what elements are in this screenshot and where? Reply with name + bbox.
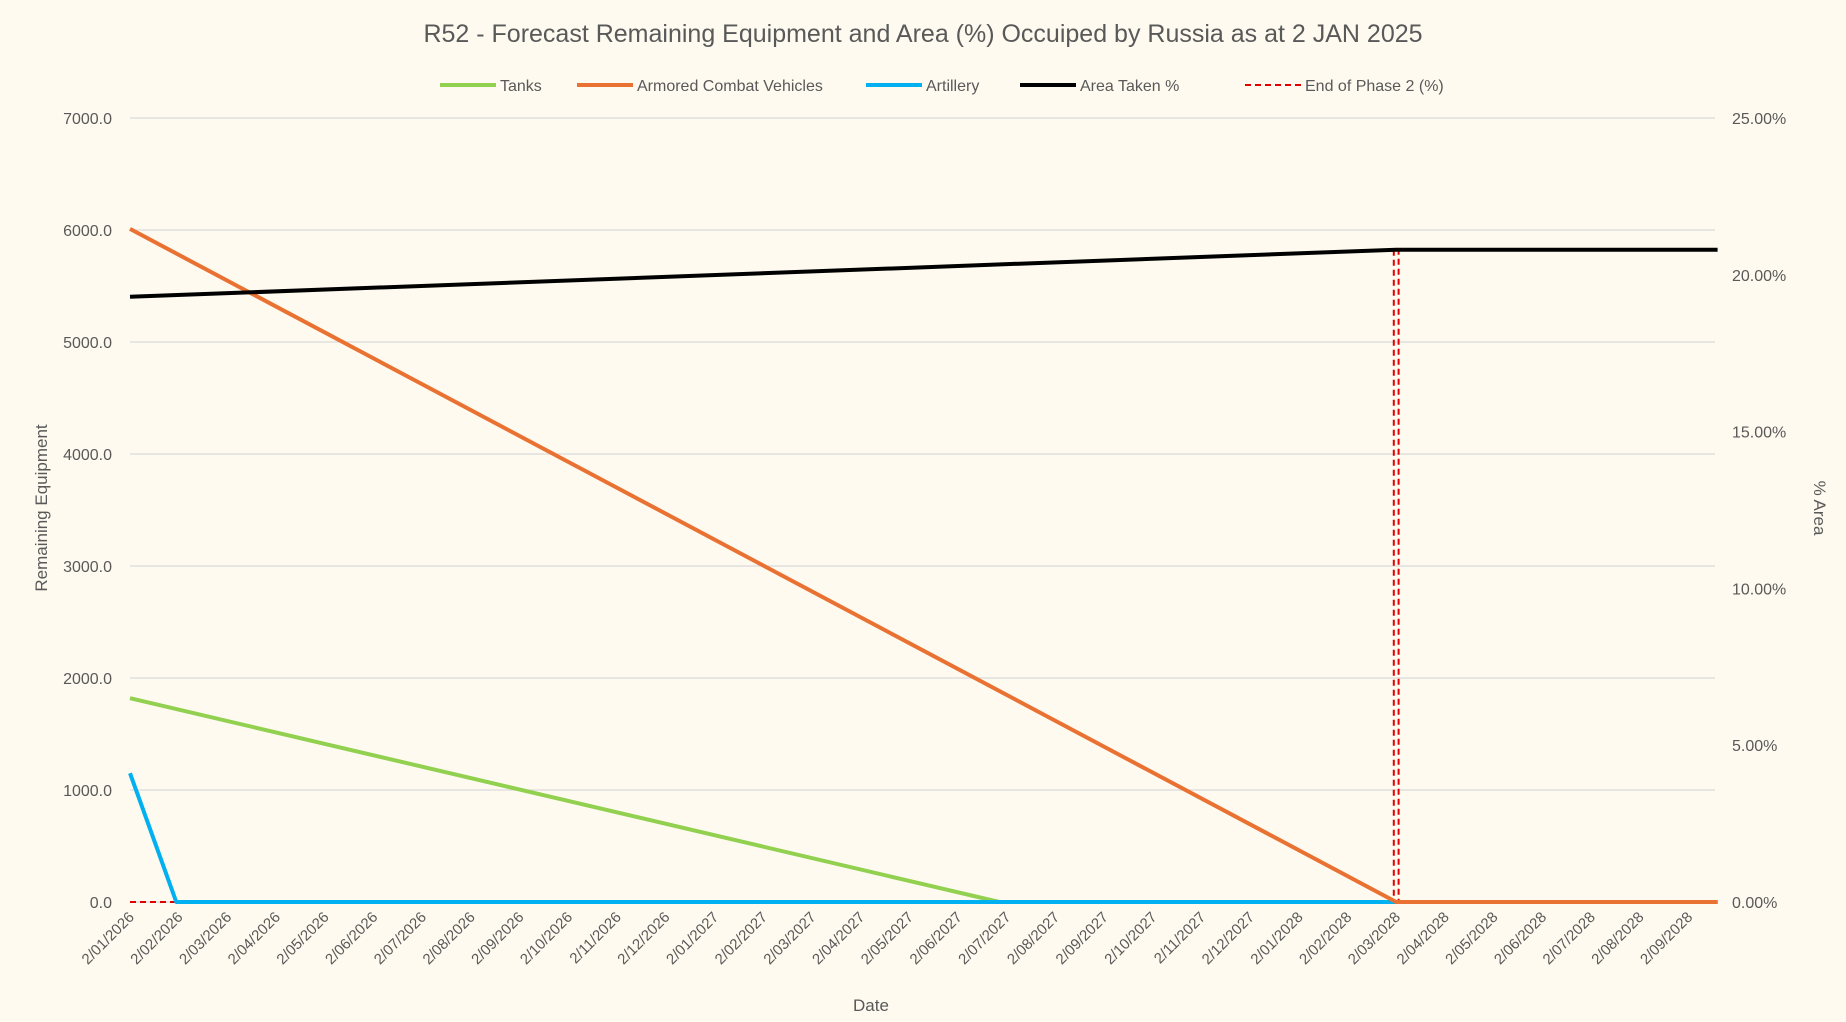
y-tick-label: 7000.0 bbox=[63, 111, 112, 128]
x-tick-label: 2/06/2028 bbox=[1491, 909, 1550, 968]
x-tick-label: 2/10/2027 bbox=[1101, 909, 1160, 968]
y-axis-title: Remaining Equipment bbox=[32, 424, 51, 592]
y-tick-label: 2000.0 bbox=[63, 671, 112, 688]
y-tick-label: 1000.0 bbox=[63, 783, 112, 800]
x-tick-label: 2/07/2028 bbox=[1540, 909, 1599, 968]
x-tick-label: 2/08/2026 bbox=[420, 909, 479, 968]
legend-label: Area Taken % bbox=[1080, 78, 1179, 95]
x-tick-label: 2/01/2027 bbox=[663, 909, 722, 968]
legend-label: End of Phase 2 (%) bbox=[1305, 78, 1444, 95]
y2-tick-label: 10.00% bbox=[1732, 581, 1786, 598]
y-tick-label: 6000.0 bbox=[63, 223, 112, 240]
x-tick-label: 2/10/2026 bbox=[517, 909, 576, 968]
x-tick-label: 2/12/2026 bbox=[614, 909, 673, 968]
y-axis-ticks: 0.0 1000.0 2000.0 3000.0 4000.0 5000.0 6000.0 7… bbox=[63, 111, 112, 912]
y-tick-label: 3000.0 bbox=[63, 559, 112, 576]
x-tick-label: 2/01/2028 bbox=[1247, 909, 1306, 968]
x-tick-label: 2/06/2026 bbox=[322, 909, 381, 968]
y2-tick-label: 5.00% bbox=[1732, 738, 1777, 755]
x-tick-label: 2/06/2027 bbox=[907, 909, 966, 968]
x-tick-label: 2/02/2026 bbox=[127, 909, 186, 968]
series-line-tanks bbox=[129, 696, 1718, 904]
series-line-area-taken bbox=[129, 247, 1718, 299]
y2-axis-title: % Area bbox=[1810, 481, 1829, 536]
x-tick-label: 2/08/2028 bbox=[1588, 909, 1647, 968]
x-tick-label: 2/03/2026 bbox=[176, 909, 235, 968]
x-axis-title: Date bbox=[853, 996, 889, 1015]
x-axis-ticks: 2/01/20262/02/20262/03/20262/04/20262/05… bbox=[79, 909, 1697, 968]
x-tick-label: 2/09/2028 bbox=[1637, 909, 1696, 968]
y2-tick-label: 25.00% bbox=[1732, 111, 1786, 128]
x-tick-label: 2/12/2027 bbox=[1199, 909, 1258, 968]
y2-tick-label: 20.00% bbox=[1732, 268, 1786, 285]
series-lines bbox=[128, 227, 1718, 904]
legend: Tanks Armored Combat Vehicles Artillery Are… bbox=[440, 78, 1444, 95]
y2-axis-ticks: 0.00% 5.00% 10.00% 15.00% 20.00% 25.00% bbox=[1732, 111, 1786, 912]
y2-tick-label: 15.00% bbox=[1732, 425, 1786, 442]
y-tick-label: 4000.0 bbox=[63, 447, 112, 464]
series-line-armored-combat-vehicles bbox=[129, 227, 1718, 904]
x-tick-label: 2/09/2026 bbox=[468, 909, 527, 968]
x-tick-label: 2/02/2027 bbox=[712, 909, 771, 968]
x-tick-label: 2/04/2026 bbox=[225, 909, 284, 968]
x-tick-label: 2/05/2026 bbox=[273, 909, 332, 968]
x-tick-label: 2/09/2027 bbox=[1053, 909, 1112, 968]
series-line-artillery bbox=[128, 772, 1718, 904]
x-tick-label: 2/04/2027 bbox=[809, 909, 868, 968]
gridlines bbox=[130, 117, 1715, 903]
y-tick-label: 5000.0 bbox=[63, 335, 112, 352]
x-tick-label: 2/02/2028 bbox=[1296, 909, 1355, 968]
legend-label: Armored Combat Vehicles bbox=[637, 78, 823, 95]
x-tick-label: 2/03/2028 bbox=[1345, 909, 1404, 968]
x-tick-label: 2/01/2026 bbox=[79, 909, 138, 968]
legend-label: Tanks bbox=[500, 78, 542, 95]
legend-label: Artillery bbox=[926, 78, 979, 95]
y-tick-label: 0.0 bbox=[90, 895, 112, 912]
x-tick-label: 2/05/2027 bbox=[858, 909, 917, 968]
x-tick-label: 2/08/2027 bbox=[1004, 909, 1063, 968]
chart-title: R52 - Forecast Remaining Equipment and A… bbox=[423, 20, 1422, 48]
x-tick-label: 2/03/2027 bbox=[760, 909, 819, 968]
x-tick-label: 2/07/2027 bbox=[955, 909, 1014, 968]
y2-tick-label: 0.00% bbox=[1732, 895, 1777, 912]
x-tick-label: 2/07/2026 bbox=[371, 909, 430, 968]
x-tick-label: 2/04/2028 bbox=[1394, 909, 1453, 968]
series-line-end-of-phase-2 bbox=[130, 248, 1718, 903]
x-tick-label: 2/05/2028 bbox=[1442, 909, 1501, 968]
